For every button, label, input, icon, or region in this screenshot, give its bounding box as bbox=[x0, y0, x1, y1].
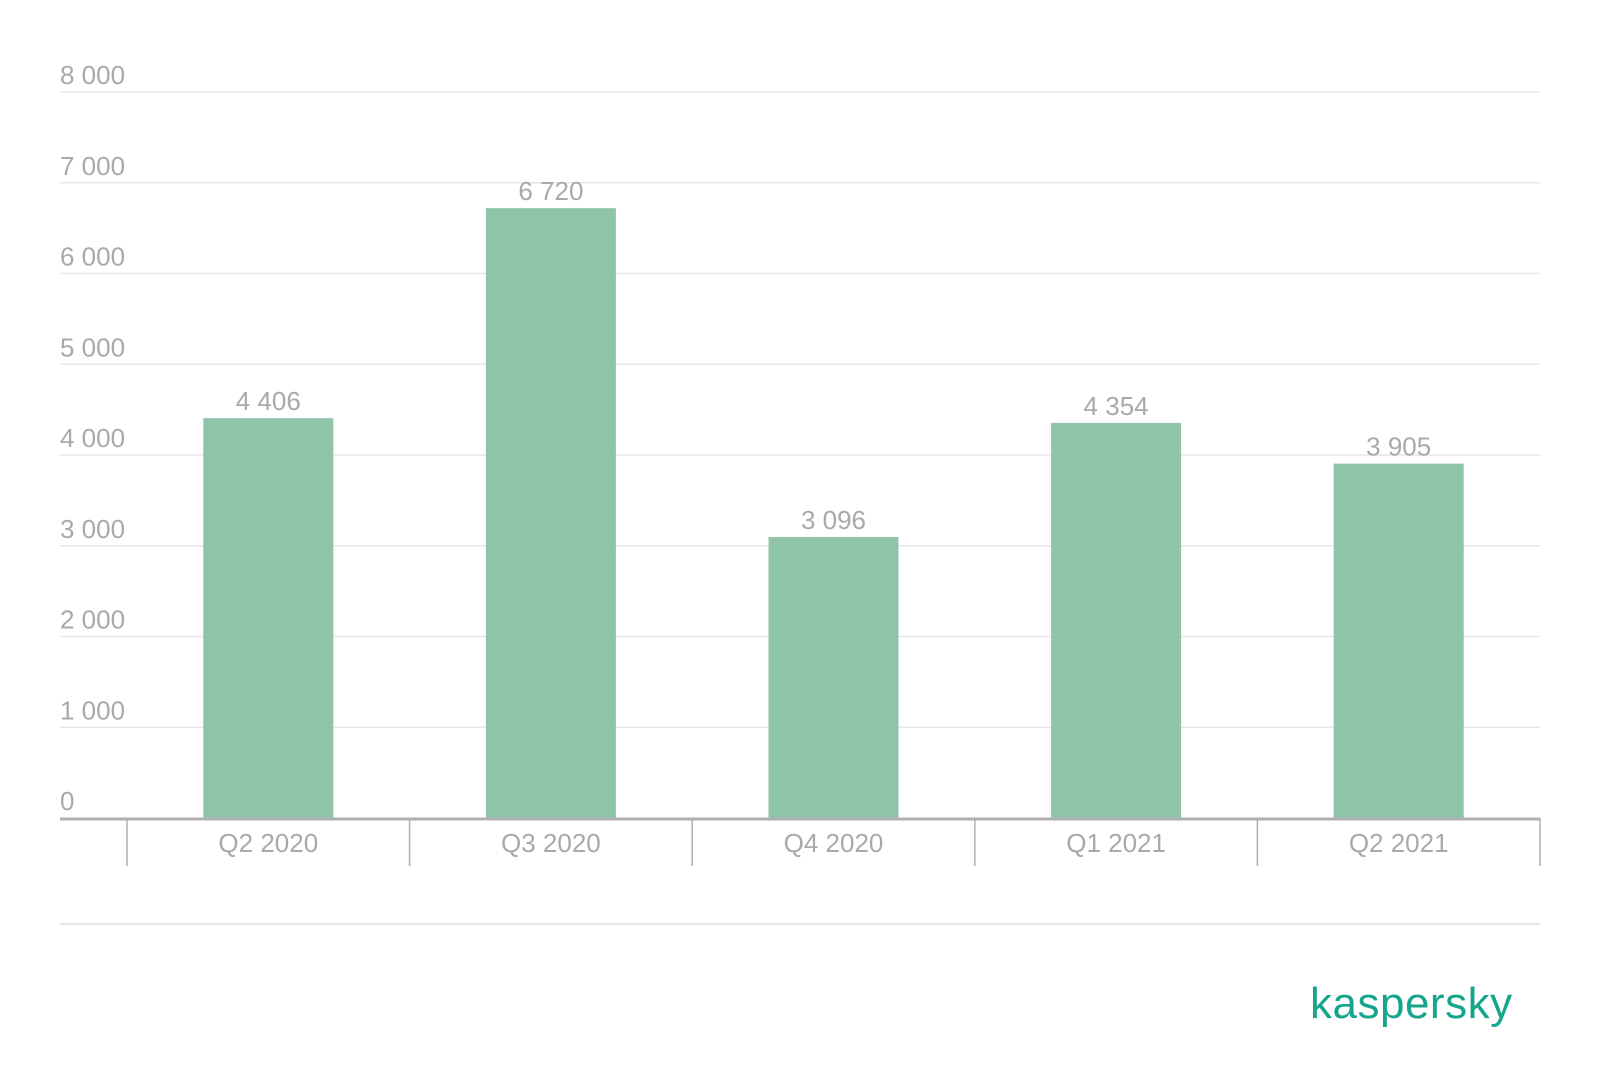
x-tick-label: Q2 2020 bbox=[218, 828, 318, 858]
bar-value-label: 3 905 bbox=[1366, 432, 1431, 462]
bar-value-label: 6 720 bbox=[518, 176, 583, 206]
bar-value-label: 4 406 bbox=[236, 386, 301, 416]
y-tick-label: 8 000 bbox=[60, 60, 125, 90]
x-tick-label: Q2 2021 bbox=[1349, 828, 1449, 858]
y-tick-label: 1 000 bbox=[60, 695, 125, 725]
bar bbox=[485, 208, 616, 818]
bar bbox=[203, 418, 334, 818]
x-tick-label: Q4 2020 bbox=[784, 828, 884, 858]
y-tick-label: 5 000 bbox=[60, 332, 125, 362]
bar-value-label: 4 354 bbox=[1084, 391, 1149, 421]
y-tick-label: 3 000 bbox=[60, 514, 125, 544]
bar-value-label: 3 096 bbox=[801, 505, 866, 535]
y-tick-label: 2 000 bbox=[60, 605, 125, 635]
bar-layer bbox=[203, 208, 1464, 818]
y-tick-label: 7 000 bbox=[60, 151, 125, 181]
x-tick-label: Q1 2021 bbox=[1066, 828, 1166, 858]
bar bbox=[768, 537, 899, 818]
bar bbox=[1333, 463, 1464, 818]
axis-layer bbox=[60, 817, 1541, 925]
label-layer: 0 1 000 2 000 3 000 4 000 5 000 6 000 7 000 8 00… bbox=[60, 60, 1449, 858]
bar bbox=[1051, 422, 1182, 818]
kaspersky-logo: kaspersky bbox=[1310, 979, 1513, 1028]
y-tick-label: 6 000 bbox=[60, 242, 125, 272]
y-tick-label: 4 000 bbox=[60, 423, 125, 453]
x-tick-label: Q3 2020 bbox=[501, 828, 601, 858]
y-tick-label: 0 bbox=[60, 786, 74, 816]
